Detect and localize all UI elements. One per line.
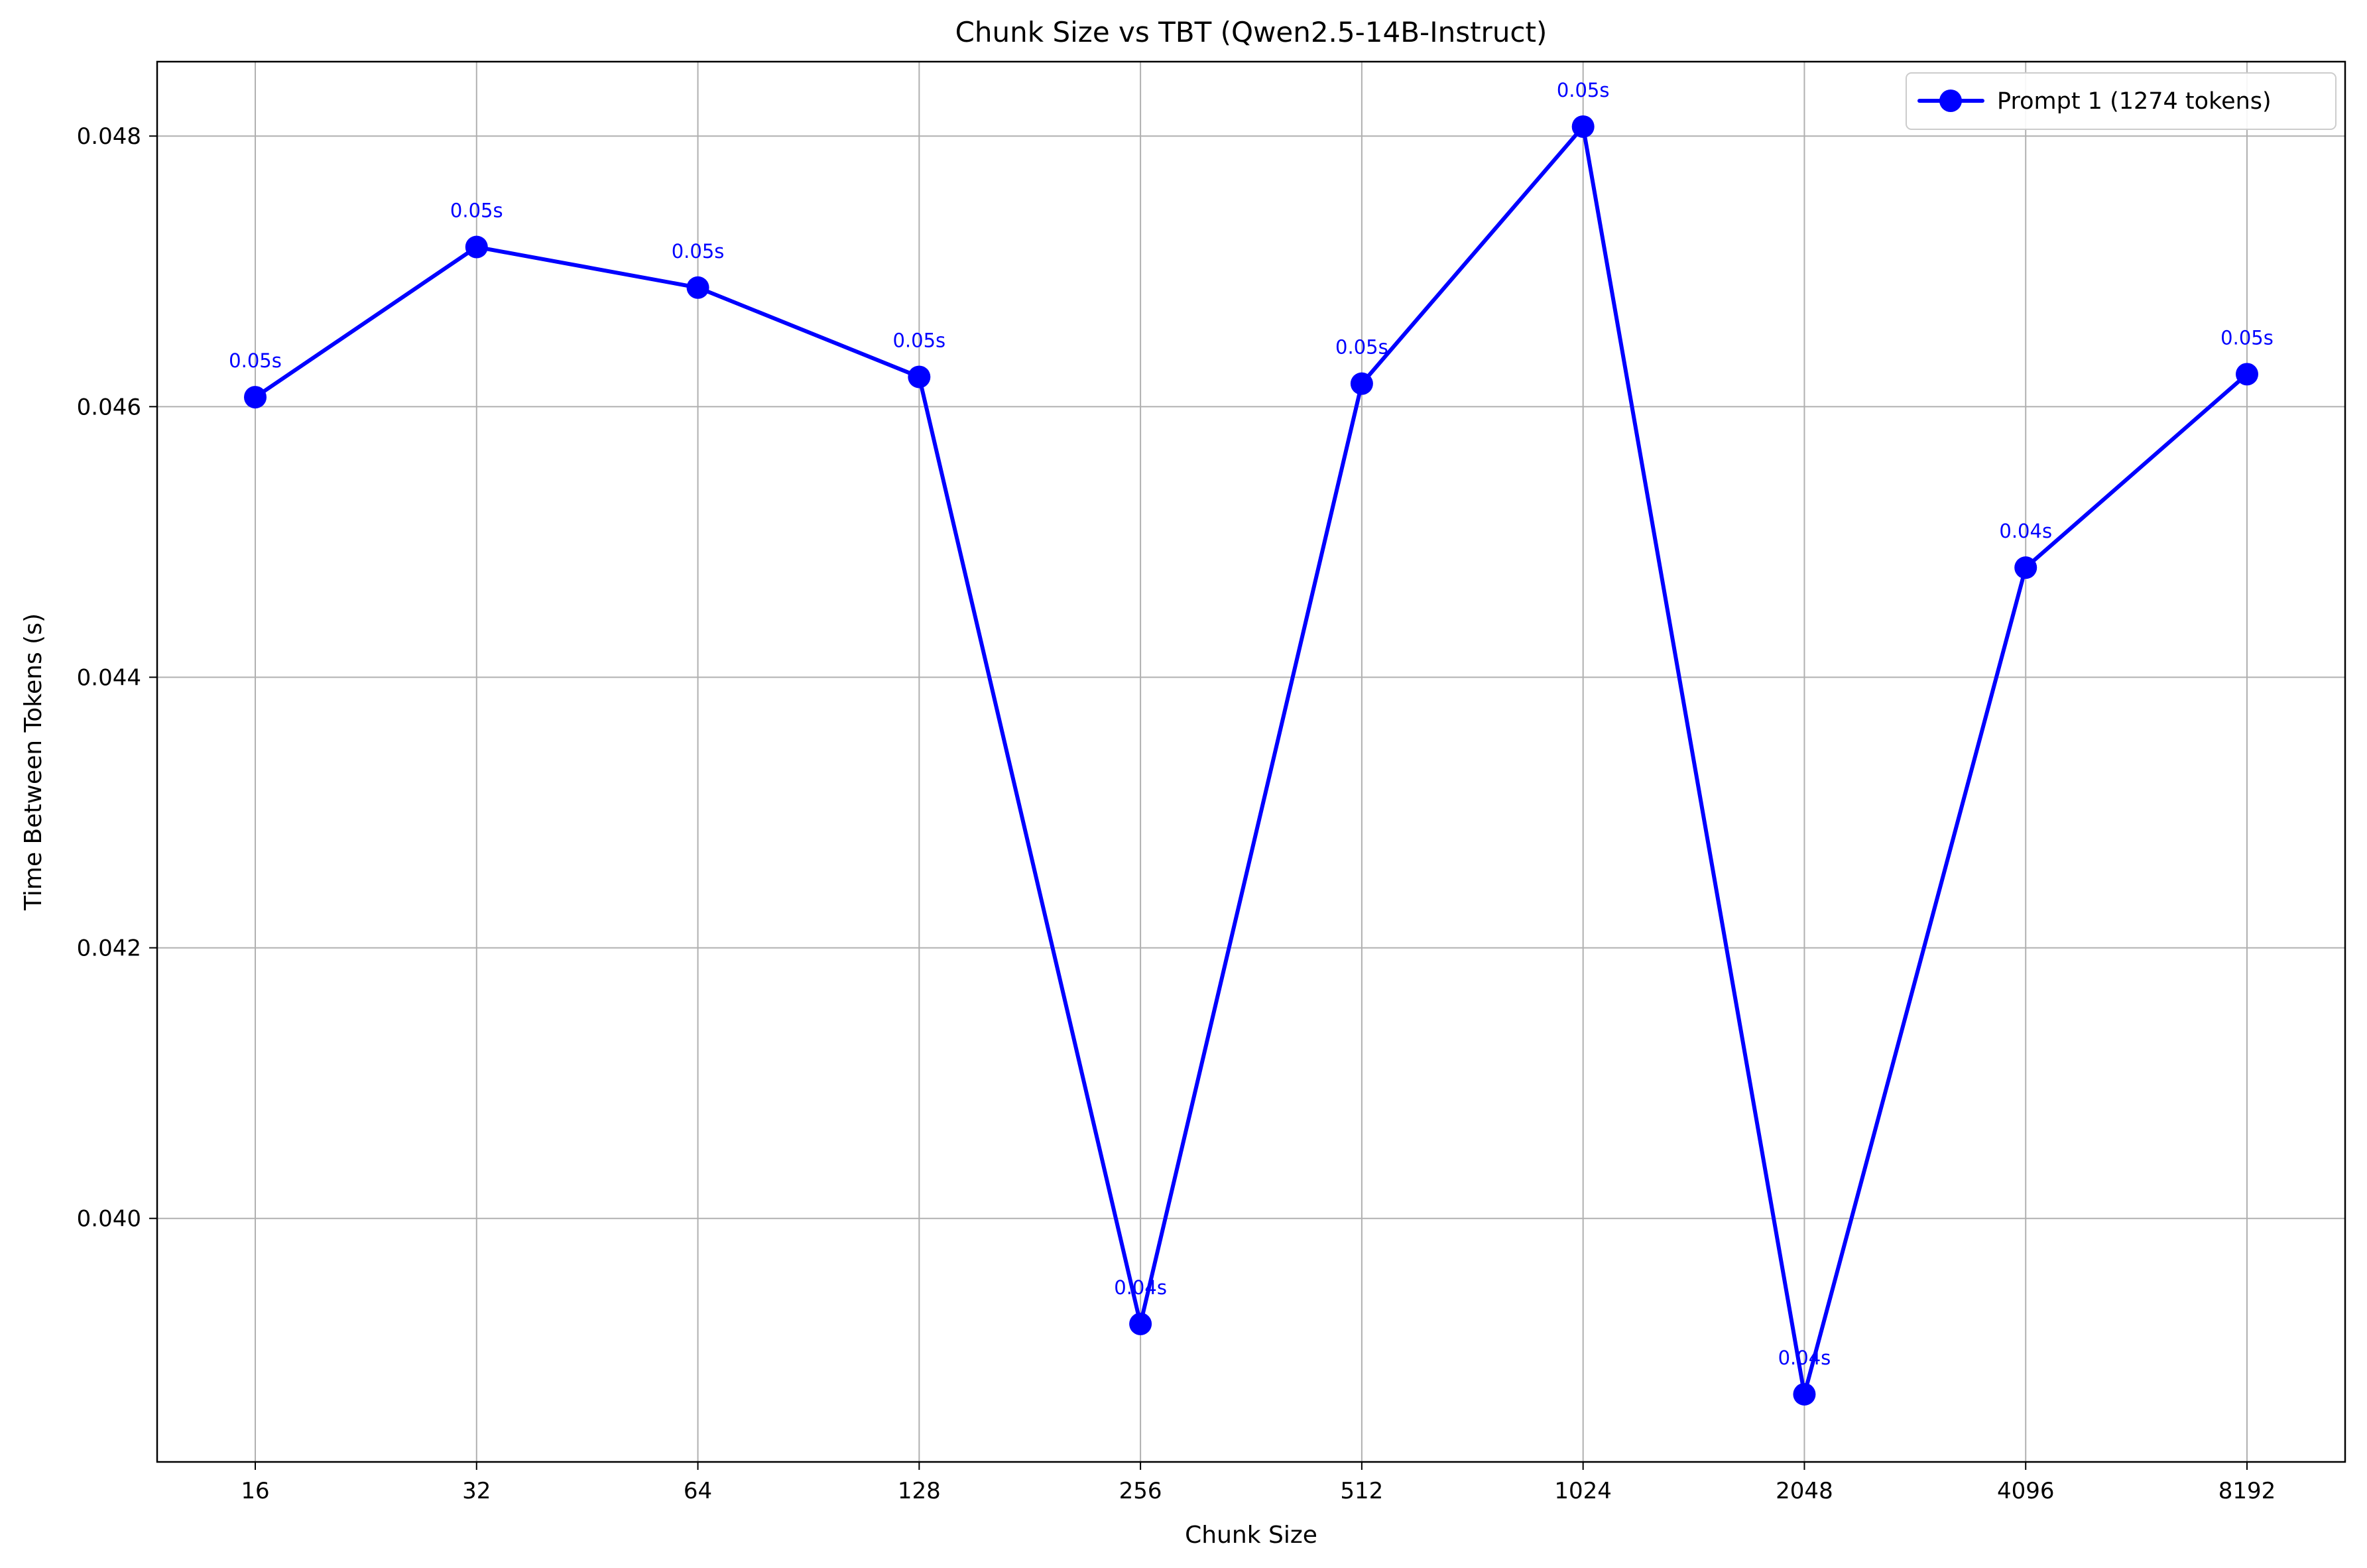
data-point <box>2236 363 2258 386</box>
x-tick-label: 128 <box>898 1478 941 1504</box>
series-layer <box>244 115 2258 1406</box>
data-label: 0.05s <box>892 329 945 351</box>
x-tick-label: 4096 <box>1997 1478 2055 1504</box>
data-point <box>908 365 931 389</box>
chart-title: Chunk Size vs TBT (Qwen2.5-14B-Instruct) <box>955 16 1548 48</box>
series-line <box>253 124 2249 1396</box>
x-tick-label: 1024 <box>1554 1478 1612 1504</box>
x-axis-title: Chunk Size <box>1185 1522 1317 1549</box>
data-label: 0.04s <box>1114 1276 1167 1299</box>
legend-label: Prompt 1 (1274 tokens) <box>1997 88 2272 115</box>
data-point <box>2014 556 2037 579</box>
data-label: 0.05s <box>672 240 725 263</box>
data-point <box>465 235 488 259</box>
data-point <box>1793 1382 1816 1406</box>
data-label: 0.05s <box>450 200 503 222</box>
legend: Prompt 1 (1274 tokens) <box>1906 72 2337 130</box>
data-label: 0.05s <box>1557 79 1610 101</box>
y-axis-title: Time Between Tokens (s) <box>20 613 47 911</box>
data-label: 0.05s <box>1335 336 1388 359</box>
data-label: 0.05s <box>2220 326 2274 349</box>
y-tick-label: 0.042 <box>77 935 141 962</box>
data-label: 0.04s <box>1999 520 2052 542</box>
plot-area-frame <box>156 60 2346 1463</box>
legend-marker-sample <box>1939 90 1962 112</box>
data-point <box>1350 372 1373 395</box>
data-label-layer: 0.05s 0.05s 0.05s 0.05s 0.04s 0.05s 0.05s 0.04s… <box>229 79 2274 1369</box>
data-point <box>1571 115 1595 138</box>
data-label: 0.05s <box>229 349 282 372</box>
data-point <box>1129 1312 1152 1335</box>
x-tick-label: 8192 <box>2218 1478 2276 1504</box>
grid-lines <box>157 62 2345 1462</box>
y-tick-label: 0.048 <box>77 123 141 150</box>
x-tick-label: 512 <box>1340 1478 1383 1504</box>
axis-ticks: 16 32 64 128 256 512 1024 2048 4096 8192 0.040 0.04… <box>77 123 2276 1504</box>
data-point <box>244 386 267 409</box>
x-tick-label: 16 <box>241 1478 269 1504</box>
y-tick-label: 0.046 <box>77 394 141 420</box>
x-tick-label: 2048 <box>1776 1478 1833 1504</box>
y-tick-label: 0.040 <box>77 1206 141 1233</box>
x-tick-label: 64 <box>684 1478 712 1504</box>
data-point <box>686 276 709 299</box>
x-tick-label: 256 <box>1119 1478 1162 1504</box>
legend-box <box>1906 72 2337 130</box>
y-tick-label: 0.044 <box>77 664 141 691</box>
x-tick-label: 32 <box>462 1478 491 1504</box>
data-label: 0.04s <box>1778 1347 1831 1369</box>
